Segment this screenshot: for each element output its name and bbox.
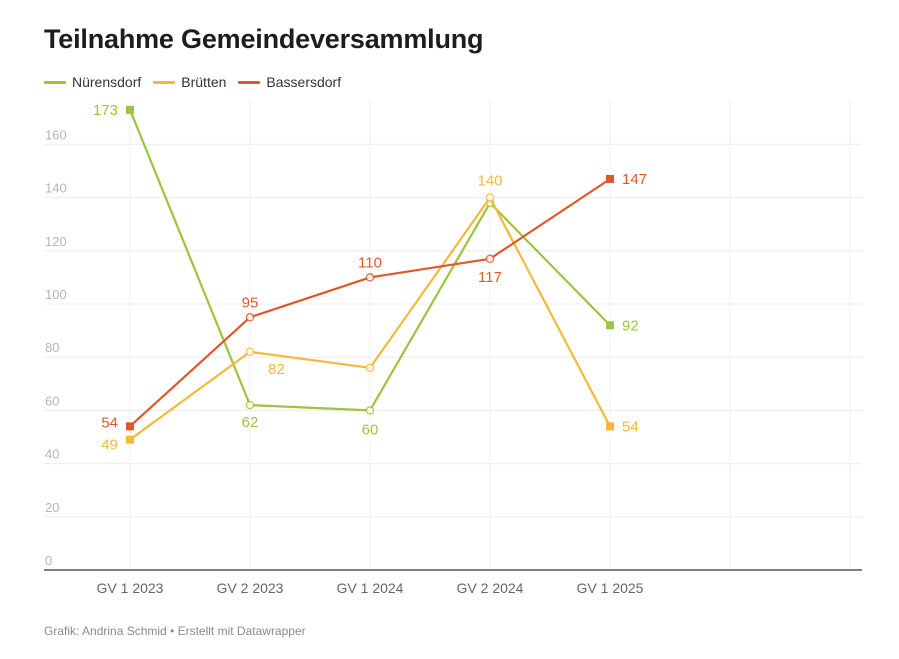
data-point-marker — [365, 273, 375, 282]
data-point-marker — [245, 400, 255, 410]
legend-swatch-nuerensdorf — [44, 80, 66, 84]
data-label: 62 — [242, 414, 259, 431]
legend: Nürensdorf Brütten Bassersdorf — [44, 74, 341, 90]
data-label: 54 — [101, 414, 118, 431]
data-point-marker — [126, 105, 134, 114]
legend-label-bassersdorf: Bassersdorf — [266, 74, 342, 90]
data-point-marker — [245, 313, 255, 322]
y-tick-label: 140 — [45, 181, 67, 196]
data-label: 92 — [622, 317, 639, 334]
x-tick-label: GV 1 2024 — [337, 580, 404, 596]
legend-label-nuerensdorf: Nürensdorf — [72, 74, 142, 90]
data-label: 49 — [101, 437, 118, 454]
data-label: 54 — [622, 418, 639, 435]
y-tick-label: 100 — [45, 287, 67, 302]
legend-swatch-bassersdorf — [238, 80, 261, 84]
data-label: 110 — [358, 254, 382, 271]
legend-item-bruetten[interactable]: Brütten — [153, 74, 226, 90]
data-point-marker — [126, 422, 134, 431]
data-label: 140 — [477, 173, 502, 190]
legend-swatch-bruetten — [153, 80, 176, 84]
data-point-marker — [126, 435, 134, 444]
data-point-marker — [485, 193, 495, 202]
data-point-marker — [245, 347, 255, 357]
data-label: 60 — [362, 421, 379, 438]
legend-label-bruetten: Brütten — [181, 74, 227, 90]
data-label: 82 — [268, 361, 285, 378]
data-point-marker — [485, 254, 495, 264]
data-point-marker — [606, 321, 614, 330]
data-label: 147 — [622, 171, 647, 188]
x-tick-label: GV 2 2024 — [457, 580, 524, 596]
y-tick-label: 40 — [45, 447, 59, 462]
data-label: 117 — [478, 269, 502, 286]
legend-item-nuerensdorf[interactable]: Nürensdorf — [44, 74, 141, 90]
y-tick-label: 60 — [45, 393, 59, 408]
footer-credit: Grafik: Andrina Schmid • Erstellt mit Da… — [44, 624, 306, 638]
x-tick-label: GV 1 2025 — [577, 580, 644, 596]
data-point-marker — [365, 406, 375, 415]
x-tick-label: GV 1 2023 — [97, 580, 164, 596]
chart-title: Teilnahme Gemeindeversammlung — [44, 24, 484, 54]
data-point-marker — [606, 422, 614, 431]
data-label: 95 — [242, 294, 259, 311]
data-point-marker — [606, 174, 614, 183]
legend-item-bassersdorf[interactable]: Bassersdorf — [238, 74, 341, 90]
x-tick-label: GV 2 2023 — [217, 580, 284, 596]
y-tick-label: 160 — [45, 127, 67, 142]
y-tick-label: 0 — [45, 553, 52, 568]
y-tick-label: 20 — [45, 500, 59, 515]
y-tick-label: 120 — [45, 234, 67, 249]
y-tick-label: 80 — [45, 340, 59, 355]
data-label: 173 — [93, 102, 118, 119]
data-point-marker — [365, 363, 375, 373]
